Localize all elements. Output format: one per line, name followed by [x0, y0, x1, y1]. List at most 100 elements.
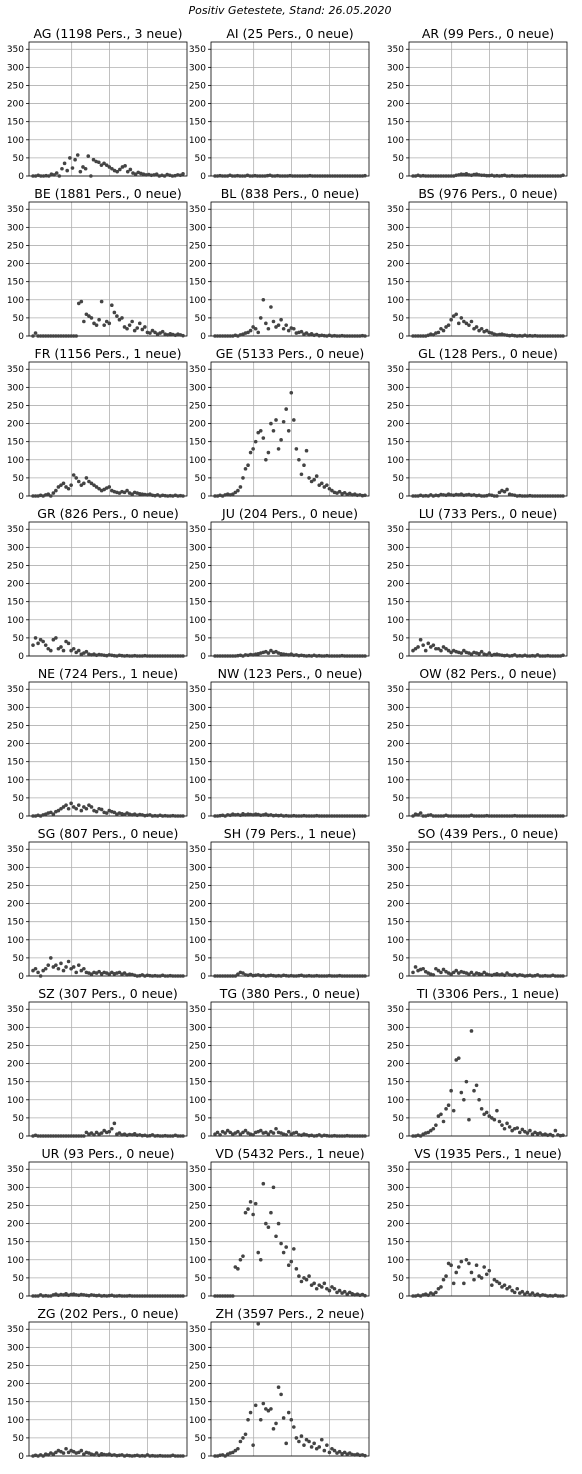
- y-tick-label: 50: [393, 154, 405, 164]
- panel-title: AI (25 Pers., 0 neue): [226, 26, 353, 41]
- panel-13: NW (123 Pers., 0 neue) 0 50 100 150 200 250 300…: [189, 666, 370, 822]
- data-point: [436, 174, 441, 178]
- data-point: [251, 1212, 255, 1217]
- y-tick-label: 250: [7, 1201, 24, 1211]
- data-point: [213, 494, 217, 498]
- data-point: [87, 479, 91, 484]
- data-point: [502, 1126, 507, 1131]
- data-point: [87, 314, 91, 318]
- data-point: [342, 1450, 347, 1455]
- data-point: [449, 174, 453, 178]
- data-point: [426, 174, 431, 178]
- data-point: [449, 972, 453, 976]
- data-point: [61, 805, 66, 809]
- y-tick-label: 0: [200, 492, 206, 502]
- data-point: [528, 814, 532, 818]
- data-point: [46, 334, 51, 338]
- data-point: [530, 814, 535, 818]
- data-point: [335, 814, 339, 818]
- data-point: [421, 643, 425, 647]
- data-point: [304, 1277, 309, 1282]
- data-point: [449, 650, 453, 655]
- data-point: [94, 485, 99, 489]
- data-point: [274, 1421, 278, 1426]
- data-point: [416, 645, 420, 649]
- y-tick-label: 200: [189, 580, 206, 590]
- y-tick-label: 0: [200, 1132, 206, 1142]
- data-point: [556, 814, 560, 818]
- data-point: [261, 297, 266, 302]
- y-tick-label: 150: [7, 1238, 24, 1248]
- data-point: [51, 334, 56, 338]
- data-point: [441, 645, 446, 649]
- data-point: [137, 1294, 142, 1298]
- data-point: [484, 1110, 489, 1115]
- y-tick-label: 100: [387, 776, 404, 786]
- data-point: [348, 174, 352, 178]
- data-point: [467, 323, 471, 327]
- data-point: [158, 1134, 162, 1138]
- data-point: [411, 334, 415, 338]
- data-point: [342, 814, 347, 818]
- y-tick-label: 0: [200, 1452, 206, 1462]
- y-tick-label: 100: [387, 136, 404, 146]
- data-point: [319, 481, 324, 486]
- data-point: [76, 803, 81, 807]
- data-point: [248, 328, 253, 333]
- data-point: [358, 1134, 362, 1138]
- y-tick-label: 300: [7, 63, 24, 73]
- data-point: [459, 316, 464, 320]
- panel-title: VD (5432 Pers., 1 neue): [215, 1146, 364, 1161]
- data-point: [451, 1108, 456, 1113]
- data-point: [163, 974, 167, 978]
- data-point: [73, 157, 77, 162]
- data-point: [462, 319, 466, 324]
- y-tick-label: 300: [387, 543, 404, 553]
- data-point: [411, 494, 415, 498]
- y-tick-label: 150: [7, 438, 24, 448]
- data-point: [89, 972, 94, 976]
- panel-21: UR (93 Pers., 0 neue) 0 50 100 150 200 250 300 3…: [7, 1146, 188, 1302]
- data-point: [523, 494, 527, 498]
- data-point: [228, 654, 233, 658]
- data-point: [289, 390, 294, 395]
- y-tick-label: 200: [7, 260, 24, 270]
- y-tick-label: 250: [189, 1361, 206, 1371]
- data-point: [456, 1265, 461, 1269]
- plot-frame: [408, 521, 568, 657]
- data-point: [431, 1292, 436, 1296]
- data-point: [160, 329, 165, 334]
- data-point: [479, 814, 484, 818]
- data-point: [258, 429, 263, 433]
- data-point: [312, 477, 316, 482]
- data-point: [269, 421, 273, 426]
- y-tick-label: 250: [189, 1041, 206, 1051]
- data-point: [561, 334, 565, 338]
- y-tick-label: 350: [7, 685, 24, 695]
- data-point: [279, 438, 283, 442]
- data-point: [271, 1427, 276, 1431]
- data-point: [459, 814, 464, 818]
- data-point: [153, 1294, 157, 1298]
- data-point: [411, 648, 415, 653]
- y-tick-label: 0: [398, 172, 404, 182]
- data-point: [150, 654, 155, 658]
- data-point: [41, 968, 45, 973]
- data-point: [553, 174, 558, 178]
- data-point: [31, 174, 35, 178]
- data-point: [363, 173, 367, 178]
- data-point: [60, 166, 64, 171]
- data-point: [467, 972, 471, 976]
- data-point: [218, 654, 222, 658]
- y-tick-label: 100: [7, 136, 24, 146]
- panel-title: GL (128 Pers., 0 neue): [418, 346, 558, 361]
- y-tick-label: 0: [18, 172, 24, 182]
- data-point: [258, 1128, 263, 1133]
- data-point: [500, 1285, 504, 1289]
- data-point: [112, 810, 117, 815]
- data-point: [61, 481, 66, 486]
- data-point: [266, 1408, 271, 1413]
- data-point: [337, 1449, 342, 1454]
- y-tick-label: 50: [393, 794, 405, 804]
- y-tick-label: 350: [387, 845, 404, 855]
